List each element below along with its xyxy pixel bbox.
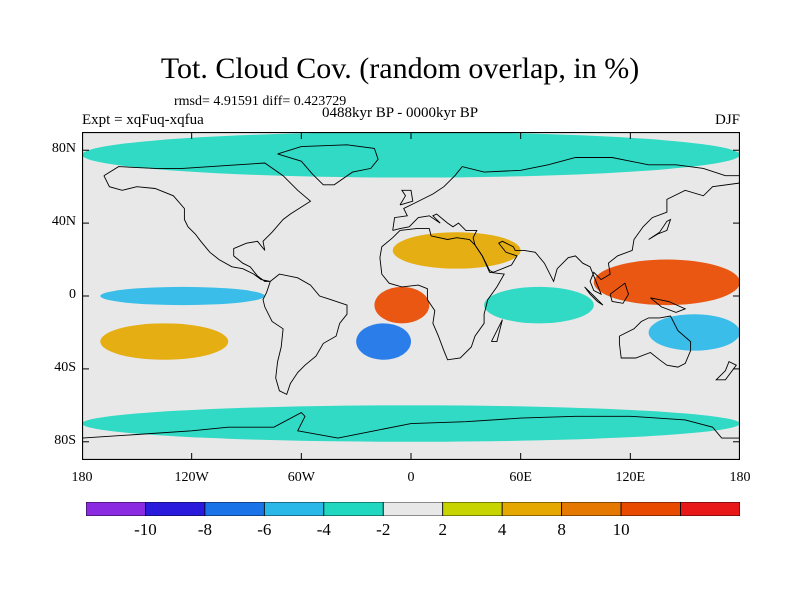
anomaly-region-9 — [82, 132, 740, 178]
lat-label-3: 40S — [54, 359, 76, 375]
plot-title: Tot. Cloud Cov. (random overlap, in %) — [160, 52, 640, 85]
colorbar-swatch-9 — [620, 502, 681, 516]
lon-label-3: 0 — [407, 470, 415, 485]
map-panel — [81, 131, 741, 461]
anomaly-region-4 — [100, 286, 265, 306]
cloud-cover-map — [81, 131, 741, 461]
coastline-3 — [392, 157, 741, 296]
colorbar-label-4: -2 — [376, 520, 391, 539]
anomaly-region-6 — [484, 286, 594, 324]
coastlines — [81, 144, 741, 439]
anomaly-region-7 — [392, 232, 521, 269]
colorbar-label-2: -6 — [257, 520, 272, 539]
lat-label-1: 40N — [51, 214, 76, 230]
coastline-13 — [715, 360, 737, 381]
lon-label-1: 120W — [174, 470, 209, 485]
coastline-1 — [262, 273, 348, 396]
coastline-9 — [650, 297, 687, 313]
colorbar-swatch-1 — [145, 502, 206, 516]
axis-ticks — [81, 132, 741, 460]
period-label: 0488kyr BP - 0000kyr BP — [322, 105, 479, 121]
lon-label-2: 60W — [287, 470, 315, 485]
colorbar-swatch-2 — [204, 502, 265, 516]
colorbar-label-0: -10 — [134, 520, 157, 539]
season-label: DJF — [714, 112, 740, 128]
colorbar-label-1: -8 — [197, 520, 212, 539]
lon-label-6: 180 — [729, 470, 751, 485]
lat-label-2: 0 — [69, 287, 76, 302]
colorbar-swatch-7 — [501, 502, 563, 516]
lon-label-0: 180 — [71, 470, 93, 485]
anomaly-region-1 — [648, 314, 740, 351]
anomaly-region-2 — [374, 286, 430, 324]
coastline-2 — [379, 228, 505, 361]
colorbar-swatch-10 — [680, 502, 740, 516]
coastline-8 — [609, 282, 629, 304]
lon-label-4: 60E — [509, 470, 532, 485]
colorbar-label-8: 10 — [612, 520, 630, 539]
colorbar-swatch-8 — [561, 502, 622, 516]
coastline-0 — [103, 162, 312, 282]
colorbar-swatch-4 — [323, 502, 384, 516]
lon-label-5: 120E — [615, 470, 646, 485]
stats-line: rmsd= 4.91591 diff= 0.423729 — [174, 94, 347, 109]
coastline-11 — [648, 218, 672, 240]
colorbar-swatch-5 — [382, 502, 444, 516]
colorbar-label-3: -4 — [316, 520, 331, 539]
colorbar-label-5: 2 — [438, 520, 447, 539]
coastline-12 — [399, 189, 414, 206]
anomaly-region-3 — [356, 323, 412, 360]
coastline-10 — [490, 319, 503, 343]
experiment-label: Expt = xqFuq-xqfua — [82, 112, 204, 128]
coastline-4 — [618, 315, 692, 368]
lat-label-4: 80S — [54, 432, 76, 448]
colorbar-swatch-0 — [86, 502, 146, 516]
lat-label-0: 80N — [51, 141, 76, 157]
colorbar-label-6: 4 — [497, 520, 507, 539]
coastline-6 — [81, 412, 740, 439]
colorbar-swatch-3 — [263, 502, 325, 516]
anomaly-region-5 — [100, 323, 229, 360]
colorbar-swatch-6 — [442, 502, 503, 516]
anomaly-region-0 — [593, 259, 740, 306]
coastline-5 — [277, 144, 379, 186]
coastline-7 — [584, 286, 604, 306]
colorbar-label-7: 8 — [557, 520, 566, 539]
colorbar — [86, 502, 740, 516]
